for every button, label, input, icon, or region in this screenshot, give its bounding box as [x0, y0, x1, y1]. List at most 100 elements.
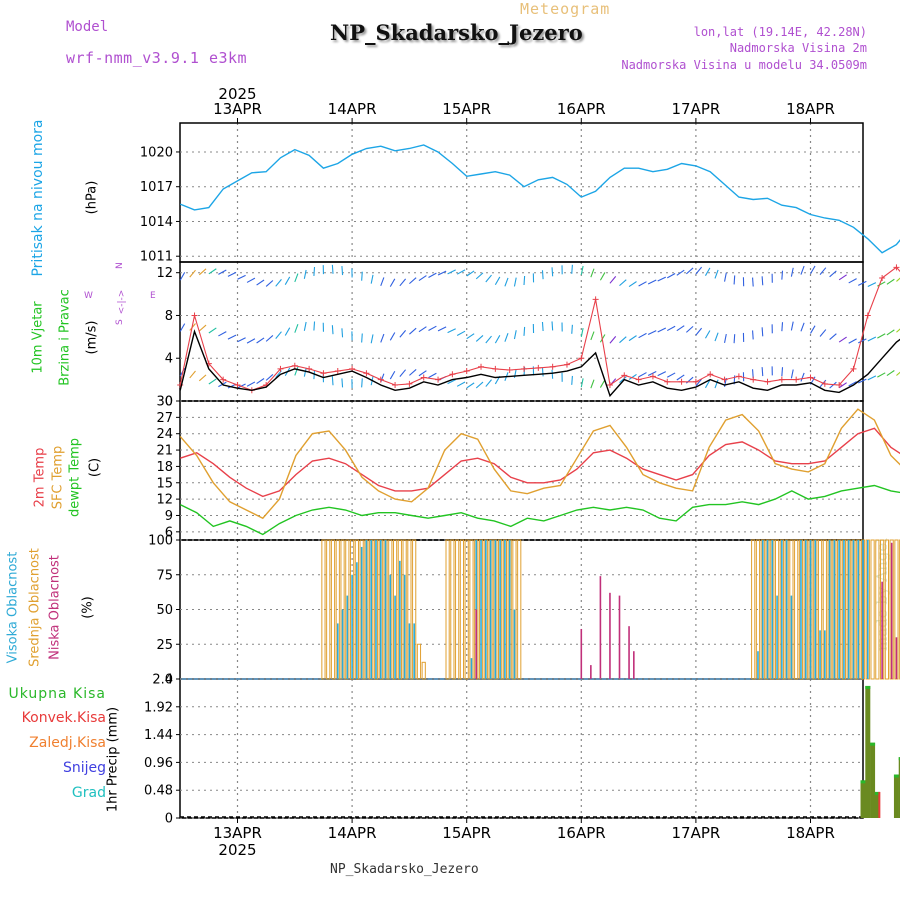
dir-legend-w: W: [84, 291, 93, 301]
wind-arrow: [896, 328, 900, 333]
wind-arrow: [456, 330, 466, 337]
dir-legend-n: N: [115, 262, 125, 269]
model-label: Model: [66, 19, 109, 35]
elevation-label: Nadmorska Visina 2m: [729, 41, 867, 55]
legend-total-rain: Ukupna Kisa: [8, 686, 106, 702]
cloud-high-bar: [379, 540, 382, 679]
dewpoint-line: [179, 484, 900, 536]
gust-marker: [363, 370, 370, 377]
gust-marker: [793, 376, 800, 383]
wind-arrow: [800, 372, 805, 382]
wind-arrow: [619, 336, 627, 344]
cloud-high-bar: [785, 540, 788, 679]
wind-arrow: [218, 269, 227, 275]
cloud-high-bar: [852, 540, 855, 679]
precip-total-bar: [865, 685, 871, 818]
wind-arrow: [896, 277, 900, 282]
wind-arrow: [724, 333, 727, 343]
wind-arrow: [437, 326, 447, 332]
y-tick-label: 8: [165, 309, 173, 324]
top-year-label: 2025: [218, 85, 256, 103]
wind-arrow: [409, 369, 417, 376]
wind-arrow: [790, 267, 794, 277]
bottom-day-label: 17APR: [671, 824, 720, 842]
top-day-label: 18APR: [786, 100, 835, 118]
gust-marker: [649, 373, 656, 380]
wind-arrow: [657, 327, 667, 333]
wind-arrow: [714, 332, 719, 342]
cloud-high-bar: [365, 540, 368, 679]
gust-marker: [678, 378, 685, 385]
wind-arrow: [829, 333, 837, 341]
wind-arrow: [714, 379, 719, 389]
cloud-high-bar: [399, 560, 401, 679]
y-tick-label: 18: [156, 460, 173, 475]
cloud-high-bar: [790, 595, 793, 679]
precip-total-bar: [870, 742, 876, 818]
cloud-high-bar: [857, 540, 860, 679]
cloud-high-bar: [356, 562, 358, 679]
panel-frame: [179, 400, 864, 541]
bottom-day-label: 16APR: [557, 824, 606, 842]
cloud-mid-bar: [464, 539, 469, 680]
cloud-mid-bar: [421, 661, 426, 680]
cloud-low-bar: [633, 651, 635, 679]
y-tick-label: 25: [156, 638, 173, 653]
legend-hail: Grad: [71, 785, 106, 801]
wind-arrow: [218, 331, 227, 337]
wind-arrow: [724, 272, 727, 282]
cloud-low-bar: [609, 592, 611, 679]
y-tick-label: 0.48: [144, 784, 173, 799]
gust-marker: [778, 376, 785, 383]
gust-marker: [406, 380, 413, 387]
wind-arrow: [666, 325, 676, 332]
wind-arrow: [657, 276, 667, 282]
wind-arrow: [265, 335, 274, 342]
wind-arrow: [761, 327, 764, 337]
wind-arrow: [590, 331, 595, 341]
wind-arrow: [198, 268, 207, 276]
wind-arrow: [685, 325, 694, 333]
wind-arrow: [877, 281, 886, 287]
wind-arrow: [590, 268, 595, 278]
wind-arrow: [551, 267, 554, 277]
gust-marker: [621, 372, 628, 379]
wind-arrow: [781, 367, 784, 377]
cloud-high-bar: [413, 623, 415, 679]
wind-arrow: [628, 335, 637, 342]
wind-arrow: [676, 374, 685, 381]
wind-arrow: [447, 269, 456, 275]
gust-marker: [721, 376, 728, 383]
wind-arrow: [695, 378, 703, 387]
wind-arrow: [704, 267, 711, 276]
wind-arrow: [781, 322, 784, 332]
wind-arrow: [456, 269, 466, 275]
wind-arrow: [361, 333, 363, 343]
precip-total-cap: [865, 685, 871, 689]
wind-arrow: [466, 270, 475, 277]
temp-2m-line: [179, 427, 900, 498]
cloud-mid-bar: [884, 539, 889, 680]
wind-arrow: [838, 336, 847, 343]
cloud-high-bar: [346, 595, 349, 679]
gust-marker: [821, 380, 828, 387]
cloud-high-bar: [351, 574, 353, 679]
wind-arrow: [647, 279, 657, 285]
gust-marker: [735, 373, 742, 380]
wind-arrow: [256, 337, 265, 344]
wind-arrow: [858, 280, 867, 286]
wind-arrow: [810, 325, 816, 334]
wind-arrow: [361, 378, 363, 388]
wind-arrow: [198, 374, 207, 382]
wind-arrow: [370, 334, 374, 344]
legend-conv-rain: Konvek.Kisa: [21, 710, 106, 726]
wind-arrow: [541, 270, 544, 280]
precip-total-cap: [893, 774, 899, 778]
wind-arrow: [790, 321, 794, 331]
wind-arrow: [877, 372, 886, 378]
wind-arrow: [704, 330, 711, 339]
y-tick-label: 1011: [140, 250, 173, 265]
wind-arrow: [886, 278, 895, 285]
wind-arrow: [609, 276, 617, 284]
wind-arrow: [551, 321, 554, 331]
